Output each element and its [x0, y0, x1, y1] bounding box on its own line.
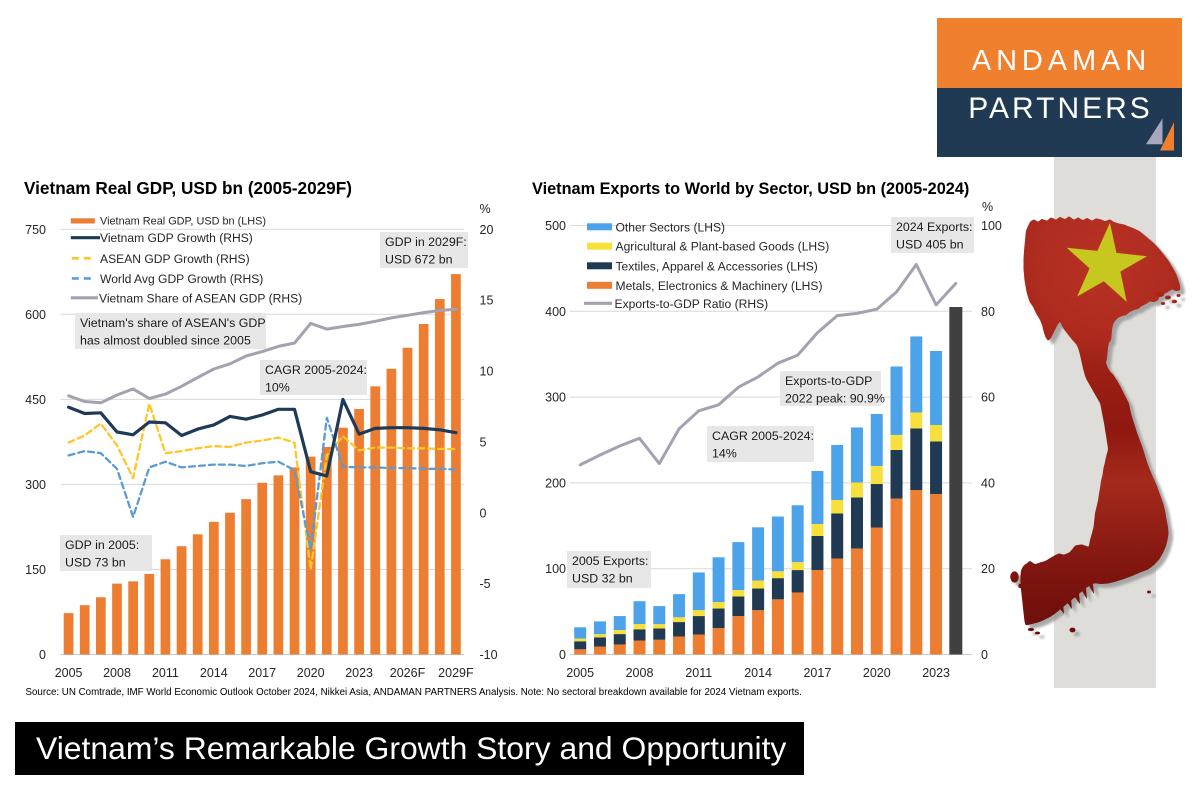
svg-text:2014: 2014: [200, 666, 228, 680]
svg-text:20: 20: [981, 562, 995, 576]
svg-text:%: %: [982, 200, 993, 214]
svg-text:450: 450: [25, 393, 46, 407]
svg-text:2023: 2023: [922, 666, 950, 680]
svg-text:USD 405 bn: USD 405 bn: [896, 238, 964, 252]
svg-text:5: 5: [480, 435, 487, 449]
svg-text:2017: 2017: [248, 666, 276, 680]
svg-text:100: 100: [981, 219, 1002, 233]
svg-text:2022 peak: 90.9%: 2022 peak: 90.9%: [785, 392, 885, 406]
svg-text:2029F: 2029F: [438, 666, 474, 680]
svg-text:Textiles, Apparel & Accessorie: Textiles, Apparel & Accessories (LHS): [616, 259, 818, 273]
svg-text:2020: 2020: [297, 666, 325, 680]
svg-text:Metals, Electronics & Machiner: Metals, Electronics & Machinery (LHS): [616, 279, 823, 293]
svg-text:10%: 10%: [265, 381, 290, 395]
svg-text:-5: -5: [480, 577, 491, 591]
svg-text:2008: 2008: [103, 666, 131, 680]
svg-text:20: 20: [480, 223, 494, 237]
svg-text:ASEAN GDP Growth (RHS): ASEAN GDP Growth (RHS): [100, 252, 250, 266]
svg-text:2011: 2011: [685, 666, 712, 680]
svg-text:Other Sectors (LHS): Other Sectors (LHS): [616, 220, 726, 234]
svg-text:Vietnam's share of ASEAN's GDP: Vietnam's share of ASEAN's GDP: [80, 316, 266, 330]
svg-text:14%: 14%: [712, 447, 737, 461]
svg-text:Exports-to-GDP: Exports-to-GDP: [785, 374, 872, 388]
svg-text:GDP in 2005:: GDP in 2005:: [65, 538, 139, 552]
svg-text:0: 0: [981, 648, 988, 662]
svg-text:World Avg GDP Growth (RHS): World Avg GDP Growth (RHS): [100, 272, 263, 286]
svg-text:has almost doubled since 2005: has almost doubled since 2005: [80, 334, 251, 348]
svg-text:500: 500: [545, 219, 566, 233]
svg-text:400: 400: [545, 305, 566, 319]
svg-text:2024 Exports:: 2024 Exports:: [896, 220, 972, 234]
svg-text:USD 73 bn: USD 73 bn: [65, 556, 126, 570]
svg-text:2008: 2008: [626, 666, 654, 680]
svg-text:GDP in 2029F:: GDP in 2029F:: [385, 235, 467, 249]
svg-text:15: 15: [480, 294, 494, 308]
svg-text:150: 150: [25, 563, 46, 577]
svg-text:Vietnam GDP Growth (RHS): Vietnam GDP Growth (RHS): [100, 231, 253, 245]
svg-text:-10: -10: [480, 648, 498, 662]
svg-text:750: 750: [25, 223, 46, 237]
svg-text:Vietnam Real GDP, USD bn (2005: Vietnam Real GDP, USD bn (2005-2029F): [24, 178, 352, 198]
svg-text:100: 100: [545, 562, 566, 576]
svg-text:Source: UN Comtrade, IMF World: Source: UN Comtrade, IMF World Economic …: [26, 687, 802, 698]
svg-text:200: 200: [545, 476, 566, 490]
svg-text:0: 0: [480, 506, 487, 520]
svg-text:Vietnam Exports to World by Se: Vietnam Exports to World by Sector, USD …: [532, 180, 969, 198]
svg-text:Vietnam Real GDP, USD bn (LHS): Vietnam Real GDP, USD bn (LHS): [100, 216, 266, 228]
svg-text:USD 32 bn: USD 32 bn: [572, 572, 633, 586]
svg-text:2005: 2005: [566, 666, 594, 680]
svg-text:2005 Exports:: 2005 Exports:: [572, 554, 648, 568]
svg-text:2026F: 2026F: [390, 666, 426, 680]
svg-text:%: %: [480, 202, 491, 216]
svg-text:Exports-to-GDP Ratio (RHS): Exports-to-GDP Ratio (RHS): [615, 297, 769, 311]
svg-text:0: 0: [559, 648, 566, 662]
svg-text:Agricultural & Plant-based Goo: Agricultural & Plant-based Goods (LHS): [616, 240, 830, 254]
svg-text:300: 300: [545, 391, 566, 405]
svg-text:2014: 2014: [744, 666, 772, 680]
svg-text:Vietnam Share of ASEAN GDP (RH: Vietnam Share of ASEAN GDP (RHS): [99, 291, 302, 305]
svg-text:CAGR 2005-2024:: CAGR 2005-2024:: [265, 363, 367, 377]
svg-text:40: 40: [981, 476, 995, 490]
svg-text:300: 300: [25, 478, 46, 492]
svg-text:2023: 2023: [345, 666, 373, 680]
svg-text:600: 600: [25, 308, 46, 322]
svg-text:CAGR 2005-2024:: CAGR 2005-2024:: [712, 429, 814, 443]
svg-text:10: 10: [480, 365, 494, 379]
svg-text:2011: 2011: [152, 666, 179, 680]
svg-text:USD 672 bn: USD 672 bn: [385, 253, 453, 267]
svg-text:2017: 2017: [803, 666, 831, 680]
svg-text:60: 60: [981, 391, 995, 405]
svg-text:0: 0: [39, 648, 46, 662]
svg-text:80: 80: [981, 305, 995, 319]
svg-text:2020: 2020: [863, 666, 891, 680]
svg-text:2005: 2005: [55, 666, 83, 680]
